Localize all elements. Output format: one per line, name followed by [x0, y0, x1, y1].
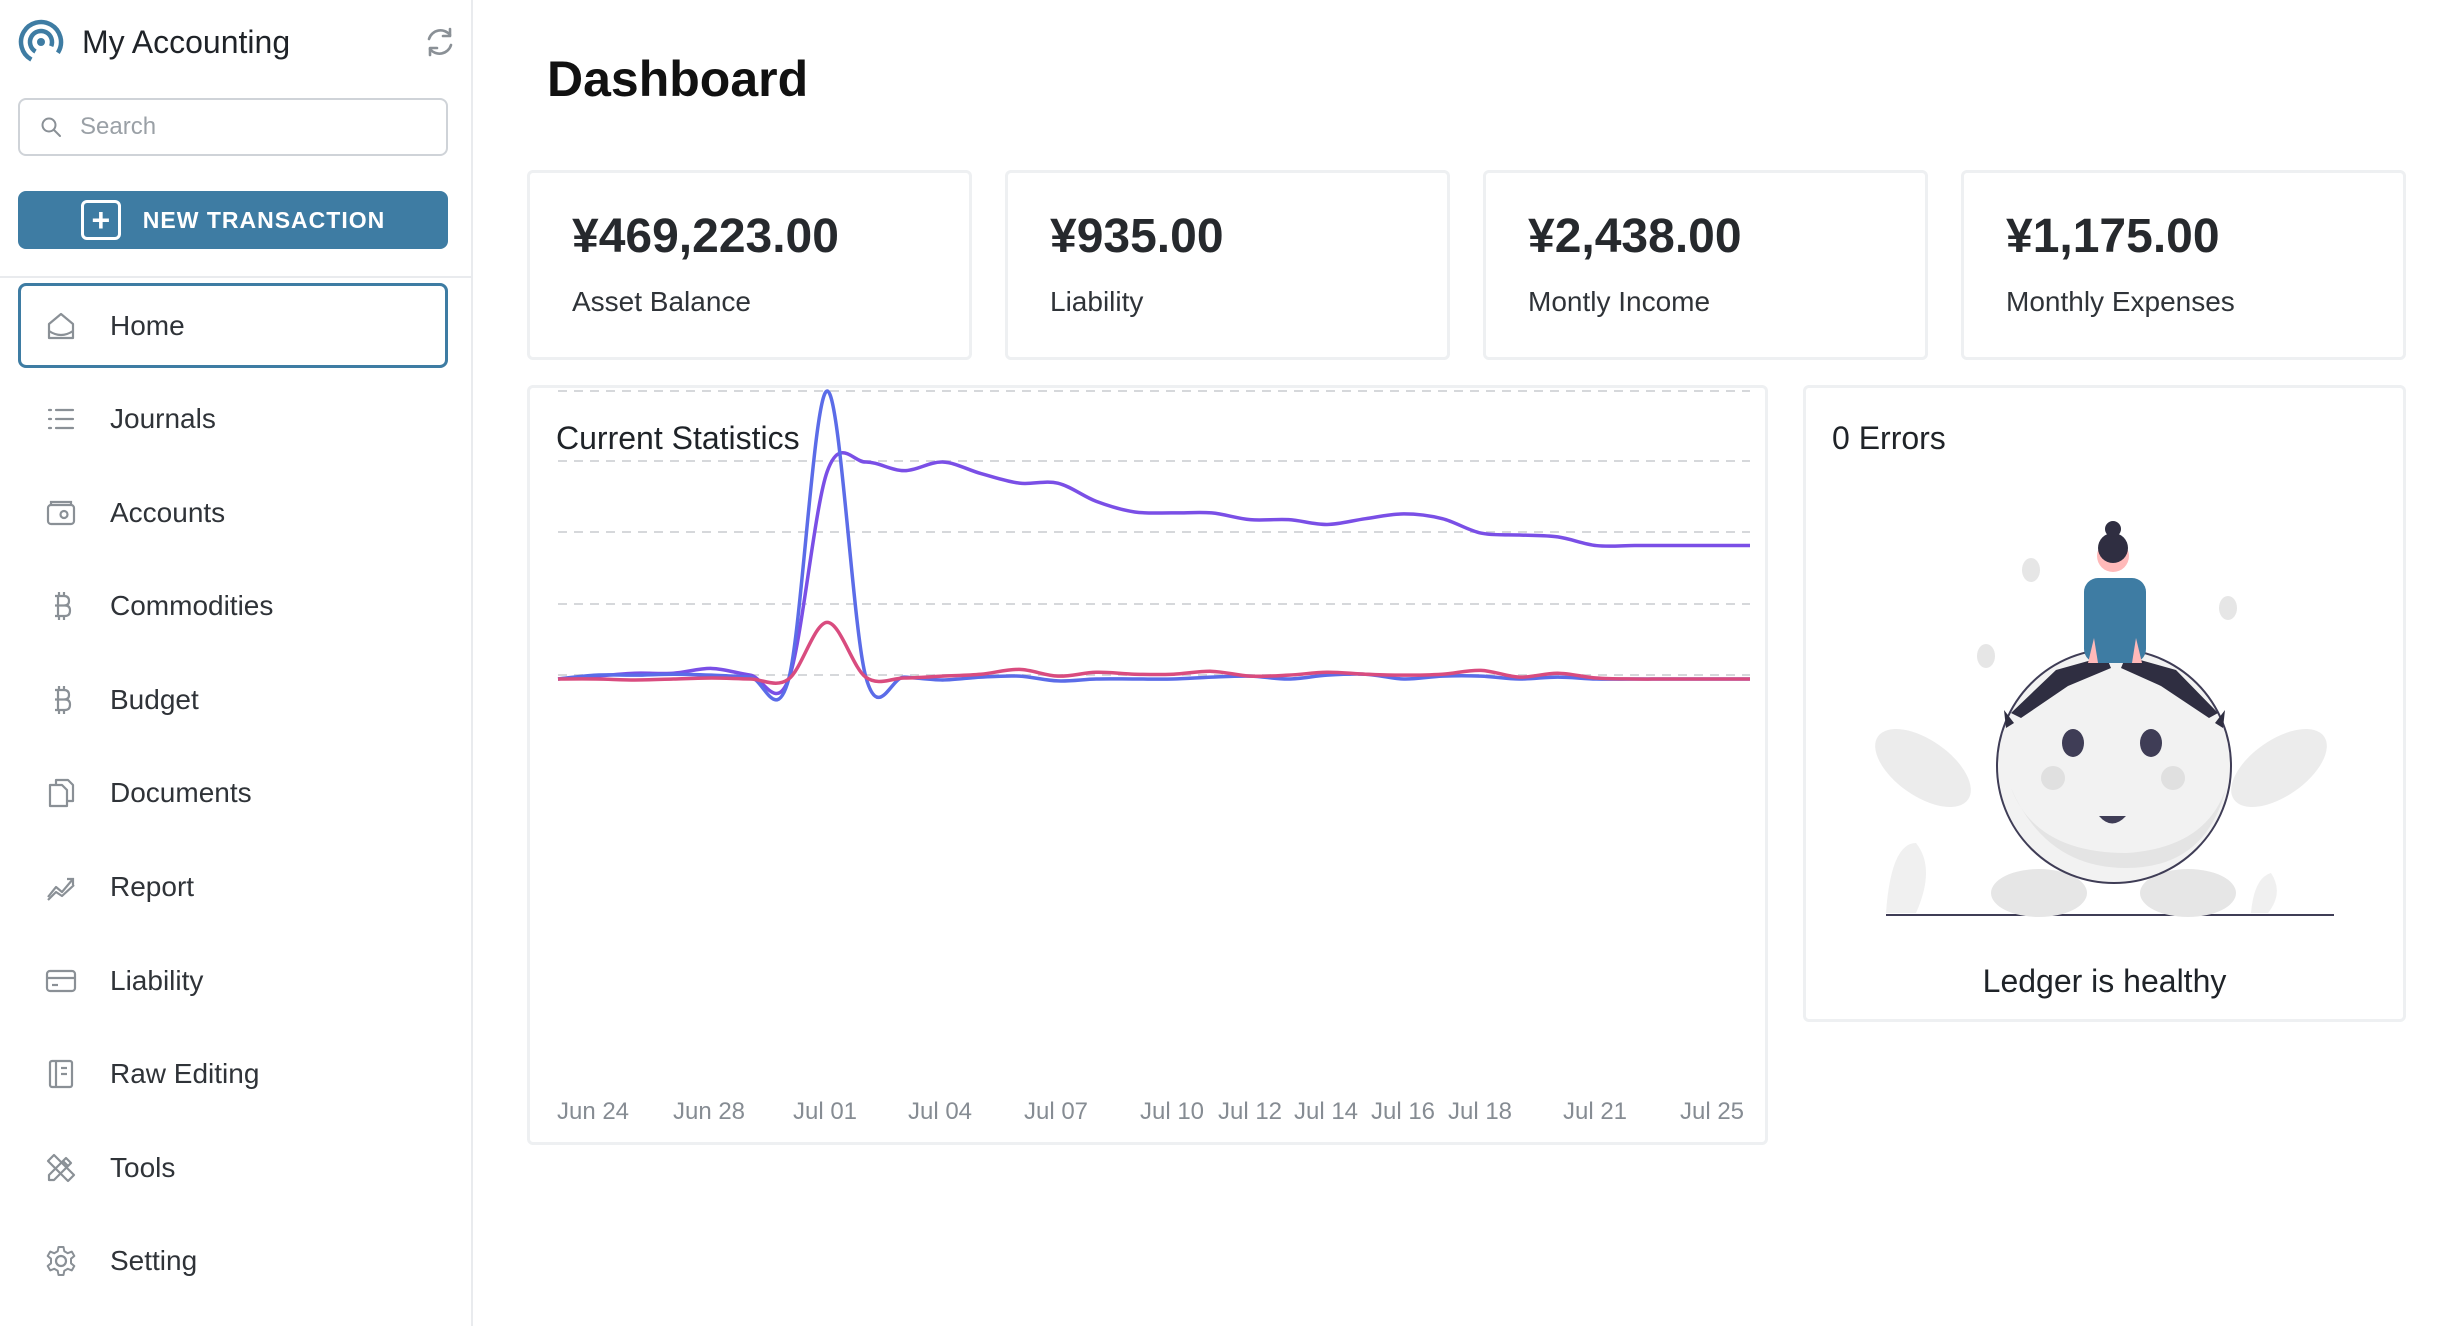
sidebar-item-documents[interactable]: Documents — [18, 751, 448, 836]
sidebar-item-tools[interactable]: Tools — [18, 1125, 448, 1210]
gear-icon — [46, 1246, 76, 1277]
wallet-icon — [46, 500, 76, 525]
sidebar-item-label: Home — [110, 309, 185, 341]
x-tick-label: Jul 25 — [1680, 1098, 1744, 1125]
statistics-card-title: Current Statistics — [556, 420, 800, 456]
stat-label: Asset Balance — [572, 286, 751, 317]
search-input[interactable] — [80, 113, 440, 141]
sidebar-divider — [0, 276, 473, 278]
stat-card-monthly-expenses: ¥1,175.00 Monthly Expenses — [1961, 170, 2406, 360]
series-line-income — [557, 389, 1750, 702]
x-tick-label: Jul 12 — [1218, 1098, 1282, 1125]
stat-label: Liability — [1050, 286, 1144, 317]
errors-card-title: 0 Errors — [1832, 420, 1946, 456]
sidebar-item-label: Report — [110, 871, 195, 903]
search-icon — [41, 117, 61, 137]
stat-value: ¥935.00 — [1050, 210, 1224, 263]
app-title: My Accounting — [82, 23, 291, 60]
home-icon — [47, 312, 75, 339]
stat-label: Montly Income — [1528, 286, 1711, 317]
report-chart-icon — [47, 877, 75, 901]
sidebar-item-liability[interactable]: Liability — [18, 938, 448, 1023]
sidebar-item-label: Documents — [110, 777, 252, 809]
x-tick-label: Jul 01 — [793, 1098, 857, 1125]
x-tick-label: Jul 16 — [1371, 1098, 1435, 1125]
x-tick-label: Jul 18 — [1448, 1098, 1512, 1125]
x-tick-label: Jul 04 — [908, 1098, 972, 1125]
sidebar-item-label: Tools — [110, 1151, 176, 1183]
x-tick-label: Jul 07 — [1024, 1098, 1088, 1125]
currency-bitcoin-icon — [55, 685, 72, 714]
notebook-icon — [48, 1060, 74, 1089]
sidebar-item-label: Liability — [110, 964, 204, 996]
x-tick-label: Jul 21 — [1563, 1098, 1627, 1125]
x-tick-label: Jun 24 — [557, 1098, 629, 1125]
statistics-card: Current Statistics totalincomeexpenseJun… — [527, 385, 1768, 1145]
sidebar-item-report[interactable]: Report — [18, 845, 448, 930]
new-transaction-button[interactable]: + NEW TRANSACTION — [18, 191, 448, 249]
sidebar-item-budget[interactable]: Budget — [18, 657, 448, 742]
app-logo-icon — [18, 19, 64, 65]
x-tick-label: Jul 10 — [1140, 1098, 1204, 1125]
sidebar-item-label: Budget — [110, 683, 199, 715]
tools-icon — [46, 1153, 76, 1182]
documents-icon — [48, 779, 75, 808]
sidebar-item-label: Raw Editing — [110, 1058, 260, 1090]
stat-card-liability: ¥935.00 Liability — [1005, 170, 1450, 360]
stat-value: ¥1,175.00 — [2006, 210, 2220, 263]
stat-label: Monthly Expenses — [2006, 286, 2235, 317]
sidebar-item-raw-editing[interactable]: Raw Editing — [18, 1032, 448, 1117]
credit-card-icon — [45, 969, 77, 992]
errors-card: 0 Errors Ledger is healthy — [1803, 385, 2406, 1022]
series-line-expense — [557, 620, 1750, 685]
sidebar: My Accounting + NEW TRANSACTION Home Jou… — [0, 0, 473, 1326]
stat-card-asset-balance: ¥469,223.00 Asset Balance — [527, 170, 972, 360]
stat-card-monthly-income: ¥2,438.00 Montly Income — [1483, 170, 1928, 360]
healthy-ledger-illustration — [1875, 521, 2334, 917]
sidebar-item-accounts[interactable]: Accounts — [18, 470, 448, 555]
sidebar-item-label: Accounts — [110, 496, 226, 528]
stat-value: ¥2,438.00 — [1528, 210, 1742, 263]
plus-icon: + — [80, 200, 121, 240]
currency-bitcoin-icon — [55, 592, 72, 621]
series-line-total — [557, 451, 1750, 696]
x-tick-label: Jul 14 — [1294, 1098, 1358, 1125]
list-icon — [47, 408, 75, 430]
page-title: Dashboard — [547, 51, 809, 107]
ledger-status-message: Ledger is healthy — [1982, 963, 2227, 999]
sidebar-item-home[interactable]: Home — [18, 283, 448, 368]
sidebar-item-setting[interactable]: Setting — [18, 1219, 448, 1304]
sidebar-item-label: Commodities — [110, 590, 274, 622]
sidebar-nav: Home Journals Accounts Commodities Budge… — [18, 283, 448, 1313]
x-tick-label: Jun 28 — [673, 1098, 745, 1125]
stat-value: ¥469,223.00 — [572, 210, 839, 263]
sidebar-item-journals[interactable]: Journals — [18, 377, 448, 462]
brand-header: My Accounting — [18, 18, 458, 66]
new-transaction-label: NEW TRANSACTION — [142, 206, 386, 233]
refresh-icon[interactable] — [422, 24, 458, 60]
sidebar-item-label: Setting — [110, 1245, 198, 1277]
sidebar-item-label: Journals — [110, 403, 216, 435]
search-box[interactable] — [18, 98, 448, 156]
sidebar-item-commodities[interactable]: Commodities — [18, 564, 448, 649]
